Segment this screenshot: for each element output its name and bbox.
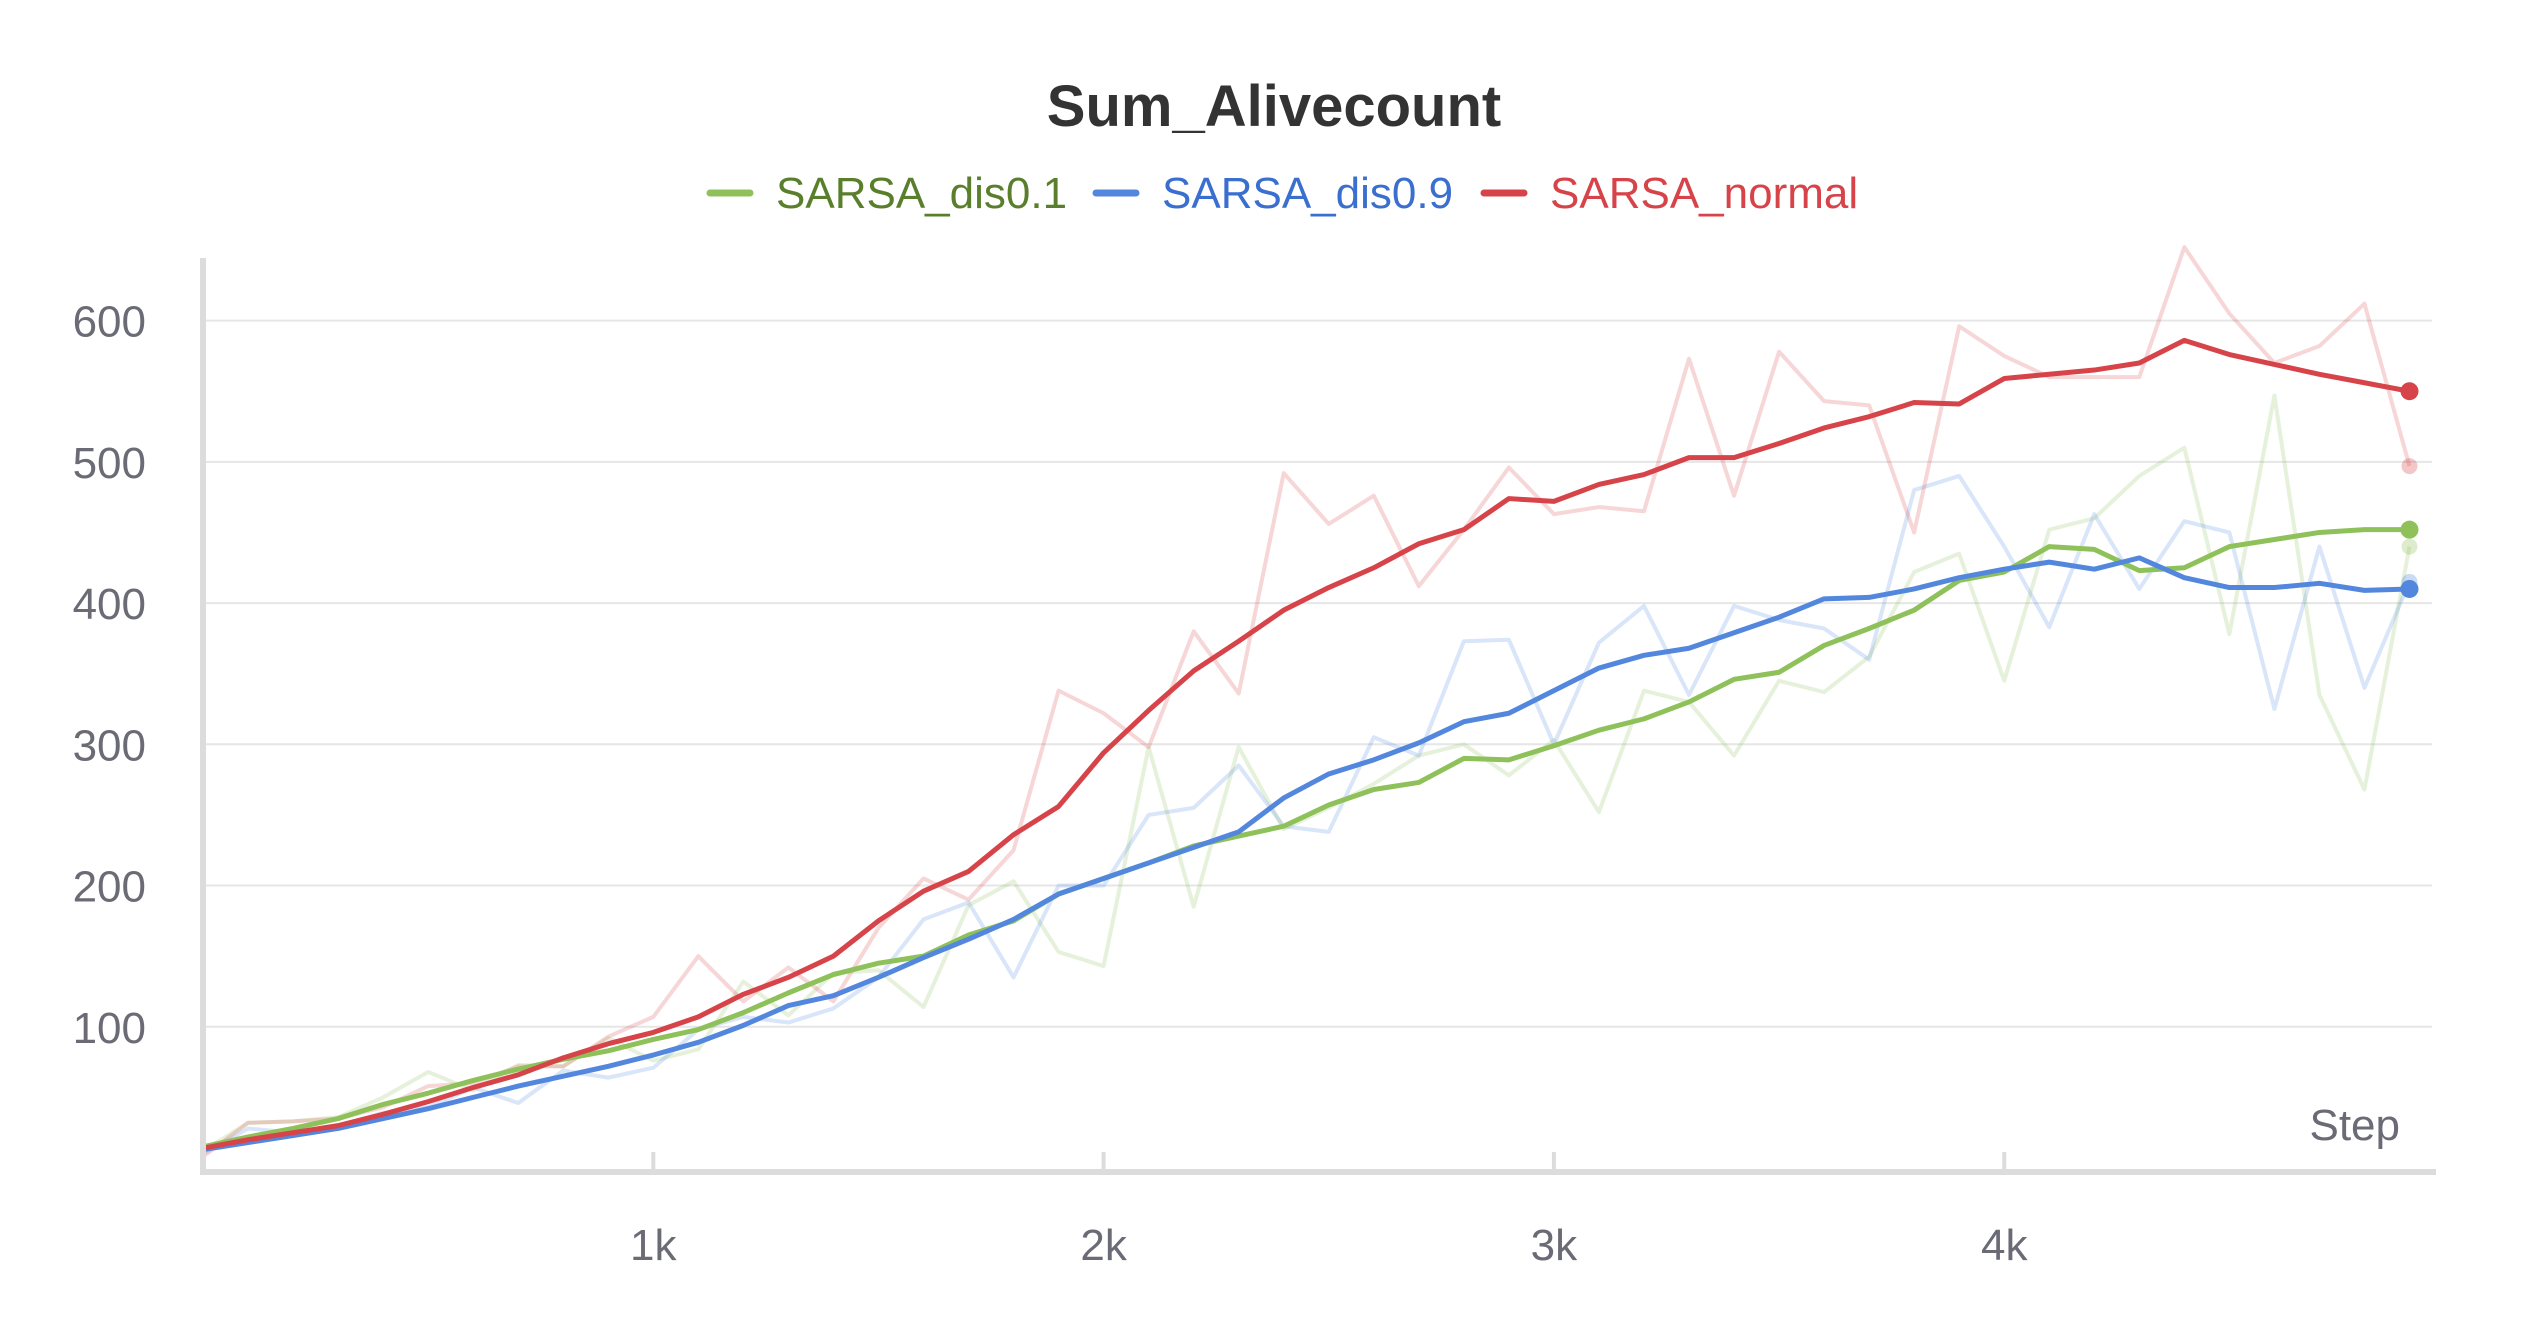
series-end-point-2[interactable] bbox=[2400, 382, 2419, 401]
x-tick-label: 3k bbox=[1531, 1221, 1578, 1270]
smoothed-series-layer bbox=[202, 337, 2419, 1153]
series-raw-line-2 bbox=[201, 245, 2412, 1159]
legend: SARSA_dis0.1 SARSA_dis0.9 SARSA_normal bbox=[706, 169, 1858, 218]
legend-label-0[interactable]: SARSA_dis0.1 bbox=[776, 169, 1067, 218]
series-raw-end-point-0 bbox=[2401, 538, 2418, 555]
series-end-point-1[interactable] bbox=[2400, 579, 2419, 598]
tick-labels: 100 200 300 400 500 600 1k 2k 3k 4k bbox=[73, 298, 2029, 1270]
y-tick-label: 200 bbox=[73, 863, 146, 912]
axes bbox=[200, 258, 2436, 1175]
x-tick-label: 4k bbox=[1981, 1221, 2028, 1270]
series-line-1[interactable] bbox=[202, 555, 2410, 1153]
y-tick-label: 300 bbox=[73, 721, 146, 770]
y-tick-label: 400 bbox=[73, 580, 146, 629]
series-end-point-0[interactable] bbox=[2400, 520, 2419, 539]
legend-label-2[interactable]: SARSA_normal bbox=[1550, 169, 1858, 218]
x-tick-label: 1k bbox=[630, 1221, 677, 1270]
raw-series-layer bbox=[201, 245, 2418, 1159]
grid-lines bbox=[203, 319, 2432, 1028]
y-tick-label: 100 bbox=[73, 1004, 146, 1053]
series-raw-end-point-2 bbox=[2401, 458, 2418, 475]
series-raw-line-0 bbox=[201, 393, 2412, 1153]
series-raw-line-1 bbox=[202, 473, 2412, 1156]
x-axis-title: Step bbox=[2309, 1101, 2400, 1150]
chart-title: Sum_Alivecount bbox=[1047, 74, 1501, 139]
y-tick-label: 600 bbox=[73, 298, 146, 347]
series-line-2[interactable] bbox=[202, 337, 2410, 1151]
x-tick-label: 2k bbox=[1080, 1221, 1127, 1270]
y-tick-label: 500 bbox=[73, 439, 146, 488]
series-line-0[interactable] bbox=[202, 527, 2410, 1150]
legend-label-1[interactable]: SARSA_dis0.9 bbox=[1162, 169, 1453, 218]
